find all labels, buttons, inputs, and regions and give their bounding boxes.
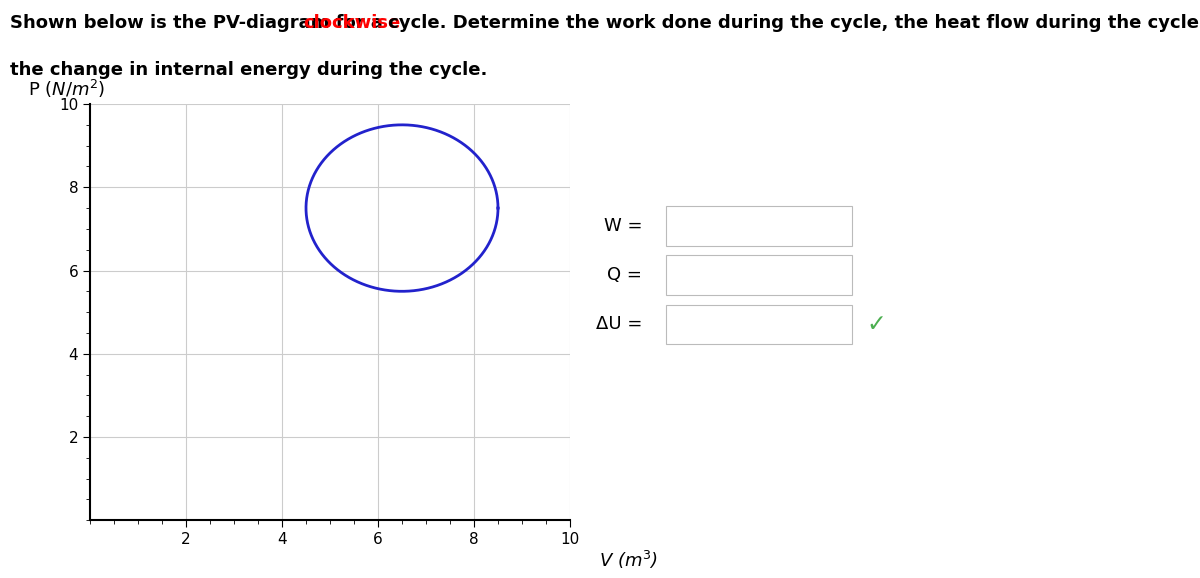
Text: ✓: ✓: [866, 312, 886, 336]
Text: Shown below is the PV-diagram for a: Shown below is the PV-diagram for a: [10, 14, 389, 32]
Text: V ($m^3$): V ($m^3$): [599, 549, 658, 572]
Text: P ($N/m^2$): P ($N/m^2$): [28, 78, 106, 100]
Text: Q =: Q =: [607, 266, 642, 284]
Text: clockwise: clockwise: [304, 14, 401, 32]
Text: the change in internal energy during the cycle.: the change in internal energy during the…: [10, 61, 487, 79]
Text: cycle. Determine the work done during the cycle, the heat flow during the cycle,: cycle. Determine the work done during th…: [382, 14, 1200, 32]
Text: W =: W =: [604, 217, 642, 235]
Text: ΔU =: ΔU =: [595, 315, 642, 334]
